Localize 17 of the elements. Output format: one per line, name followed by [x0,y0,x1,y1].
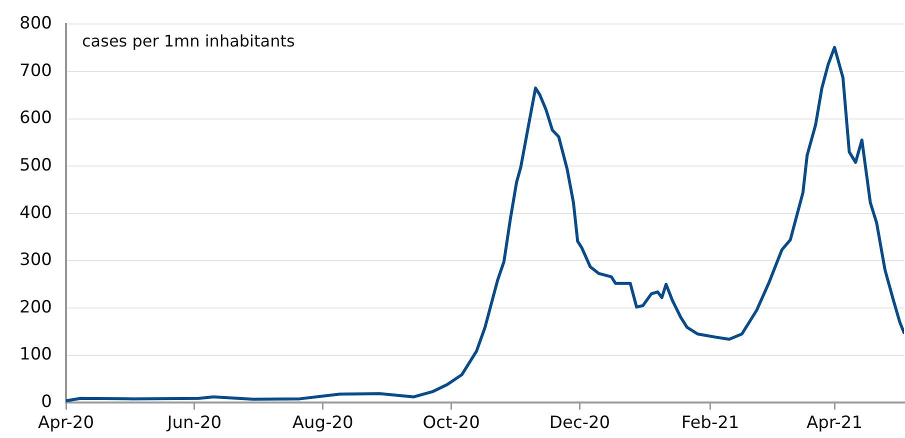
y-tick-label: 100 [20,344,52,365]
x-tick-label: Jun-20 [166,413,222,434]
y-tick-label: 200 [20,297,52,318]
y-tick-label: 400 [20,202,52,223]
y-tick-label: 300 [20,250,52,270]
annotation: cases per 1mn inhabitants [82,31,295,50]
x-tick-label: Oct-20 [422,413,480,434]
y-tick-label: 0 [41,392,52,412]
y-tick-label: 600 [20,108,52,128]
x-tick-label: Feb-21 [681,413,740,434]
y-tick-label: 800 [20,14,52,34]
y-tick-label: 700 [20,60,52,81]
x-tick-label: Aug-20 [292,413,354,434]
y-tick-label: 500 [20,156,52,176]
x-tick-label: Apr-20 [38,413,94,434]
x-tick-label: Apr-21 [806,413,863,434]
x-tick-label: Dec-20 [549,413,610,434]
